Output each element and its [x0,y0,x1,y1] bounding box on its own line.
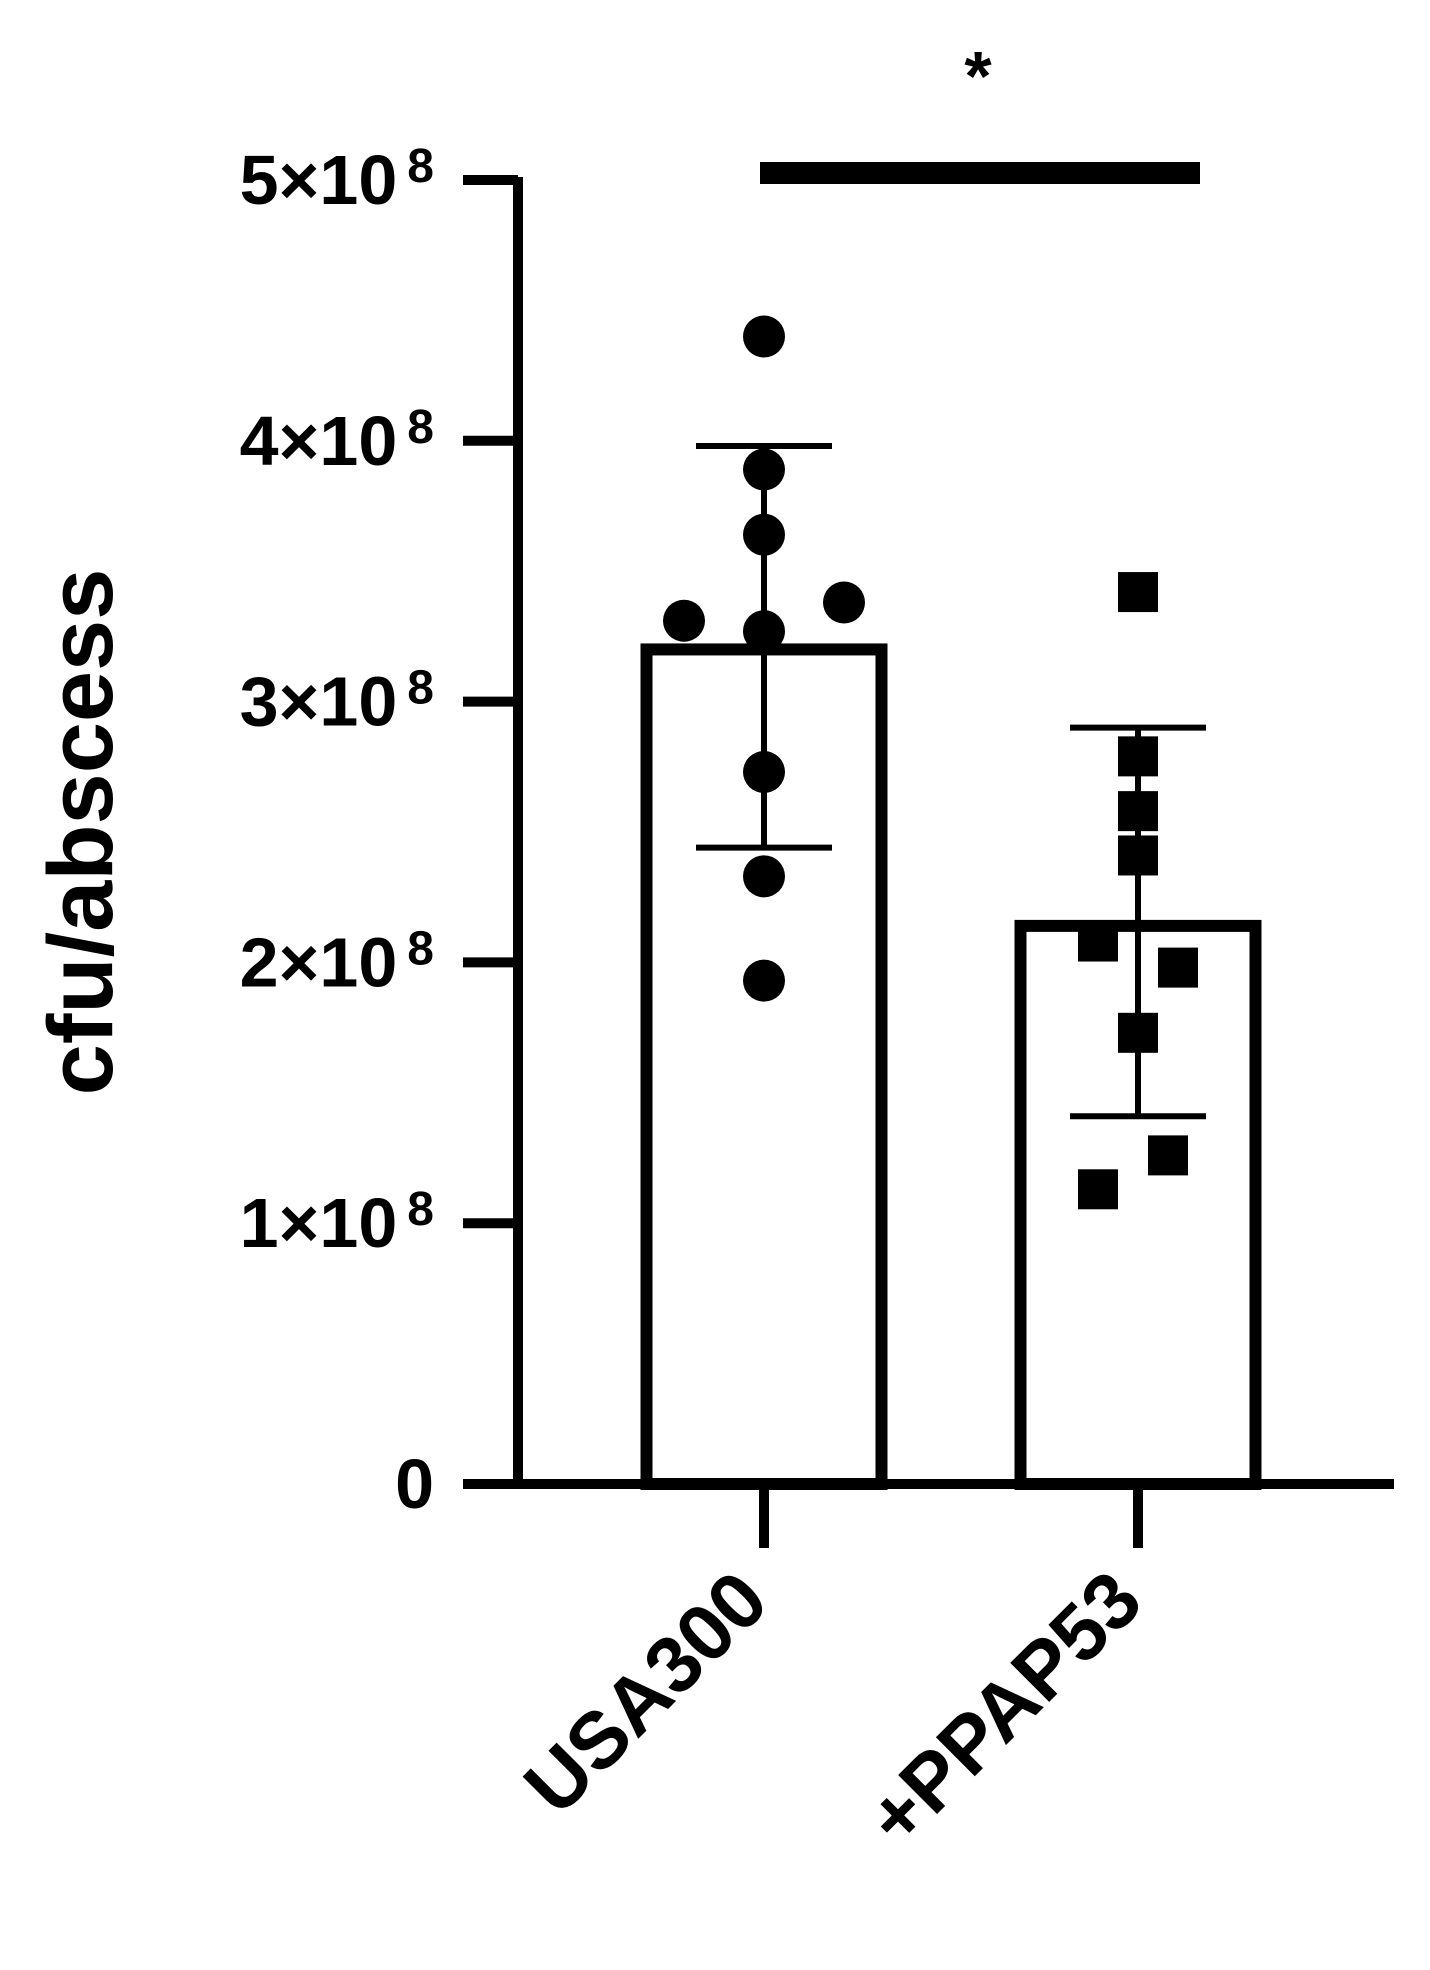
x-tick-label: USA300 [507,1554,784,1831]
y-tick-label: 5×10 8 [240,140,434,219]
axes-layer [463,162,1394,1548]
y-tick-label: 3×10 8 [240,662,434,741]
y-tick-label-base: 1×10 [240,1184,398,1262]
data-point [1118,791,1158,832]
y-tick-label-base: 4×10 [240,402,398,480]
data-point [1078,921,1118,962]
y-tick-label-base: 2×10 [240,923,398,1001]
y-tick-label: 0 [395,1445,434,1523]
y-tick-label: 1×10 8 [240,1183,434,1262]
data-point [743,610,785,653]
y-tick-label-exponent: 8 [407,140,434,193]
y-tick-label-base: 3×10 [240,663,398,741]
data-point [743,855,785,898]
y-tick-label-exponent: 8 [407,1183,434,1236]
data-point [743,959,785,1002]
data-point [1158,947,1198,988]
significance-label: * [964,37,992,115]
data-point [1118,835,1158,876]
x-tick-label: +PPAP53 [849,1554,1158,1863]
y-tick-label-exponent: 8 [407,662,434,715]
data-point [743,315,785,358]
data-point [663,599,705,642]
y-tick-label-exponent: 8 [407,401,434,454]
data-point [1118,1012,1158,1053]
data-point [1118,736,1158,777]
y-tick-label-exponent: 8 [407,922,434,975]
data-point [1118,572,1158,613]
y-tick-label: 4×10 8 [240,401,434,480]
data-point [743,448,785,491]
y-axis-title: cfu/abscess [30,569,132,1096]
y-tick-label-base: 5×10 [240,141,398,219]
data-points-layer [663,315,1198,1210]
data-point [823,581,865,624]
bars-layer [640,643,1262,1490]
data-point [743,751,785,794]
data-point [1078,1169,1118,1210]
data-point [1148,1135,1188,1176]
y-tick-label: 2×10 8 [240,922,434,1001]
data-point [743,513,785,556]
y-tick-label-base: 0 [395,1445,434,1523]
